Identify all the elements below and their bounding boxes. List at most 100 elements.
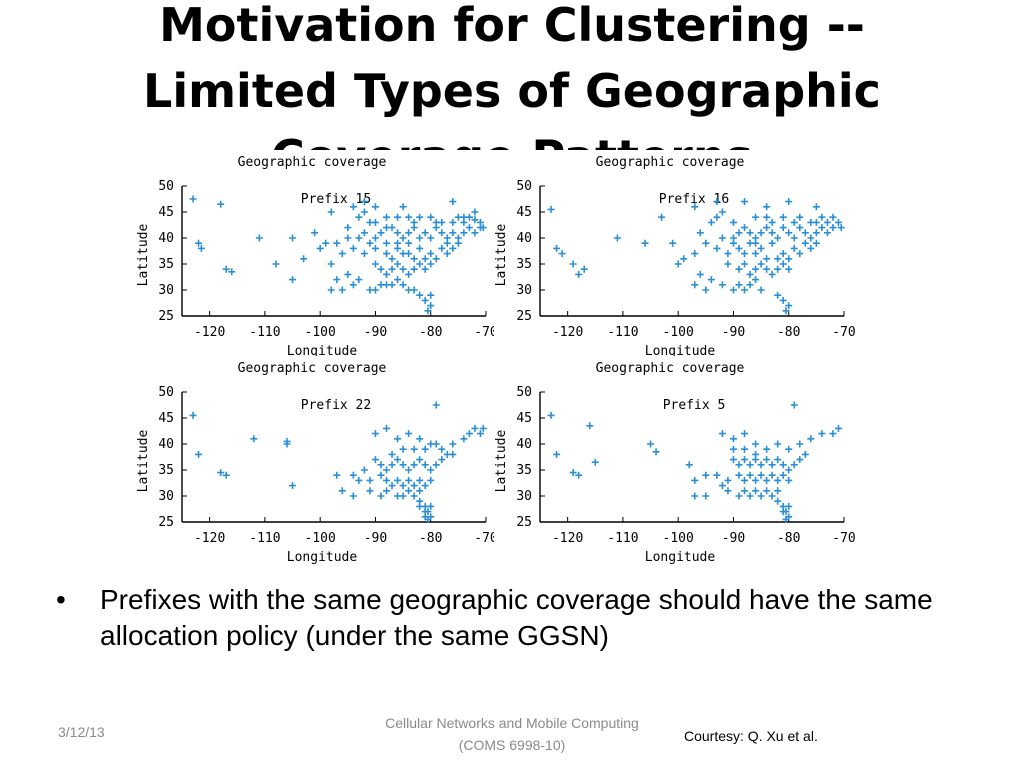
data-point <box>724 476 732 484</box>
y-tick-label: 30 <box>516 489 532 504</box>
data-point <box>785 255 793 263</box>
scatter-svg-0: Geographic coverage Prefix 15 25 30 35 40 45 50… <box>136 155 498 359</box>
data-point <box>416 213 424 221</box>
y-tick-label: 45 <box>516 205 532 220</box>
data-point <box>763 487 771 495</box>
x-tick-label: -80 <box>419 531 442 546</box>
data-point <box>427 302 435 310</box>
data-point <box>674 260 682 268</box>
data-point <box>416 234 424 242</box>
data-point <box>575 471 583 479</box>
data-point <box>752 239 760 247</box>
data-point <box>289 234 297 242</box>
data-point <box>344 224 352 232</box>
data-point <box>327 208 335 216</box>
y-tick-label: 40 <box>158 231 174 246</box>
data-point <box>399 234 407 242</box>
data-point <box>735 471 743 479</box>
data-point <box>829 224 837 232</box>
data-point <box>785 229 793 237</box>
data-point <box>779 296 787 304</box>
data-point <box>713 471 721 479</box>
y-axis-label: Latitude <box>136 430 151 493</box>
data-point <box>427 213 435 221</box>
data-point <box>735 281 743 289</box>
data-point <box>658 213 666 221</box>
scatter-plot-prefix-5: Geographic coverage Prefix 5 25 30 35 40 45 50 -… <box>494 356 856 566</box>
data-point <box>421 482 429 490</box>
data-point <box>338 250 346 258</box>
x-tick-label: -110 <box>607 325 638 340</box>
data-point <box>685 461 693 469</box>
data-point <box>449 218 457 226</box>
data-point <box>746 229 754 237</box>
x-tick-label: -100 <box>305 325 336 340</box>
scatter-plot-prefix-22: Geographic coverage Prefix 22 25 30 35 40 45 50… <box>136 356 498 566</box>
data-point <box>405 239 413 247</box>
data-point <box>416 260 424 268</box>
data-point <box>416 291 424 299</box>
data-point <box>360 208 368 216</box>
data-point <box>735 229 743 237</box>
data-point <box>763 476 771 484</box>
footer-course: Cellular Networks and Mobile Computing (… <box>364 712 660 756</box>
data-point <box>763 203 771 211</box>
data-point <box>818 430 826 438</box>
data-point <box>410 218 418 226</box>
data-point <box>405 250 413 258</box>
data-point <box>360 229 368 237</box>
data-point <box>366 487 374 495</box>
data-point <box>796 213 804 221</box>
data-point <box>377 492 385 500</box>
data-point <box>801 239 809 247</box>
y-tick-label: 50 <box>516 385 532 400</box>
data-point <box>371 260 379 268</box>
y-tick-label: 25 <box>516 515 532 530</box>
chart-title: Geographic coverage <box>596 361 745 376</box>
data-point <box>741 456 749 464</box>
x-tick-label: -100 <box>305 531 336 546</box>
data-point <box>338 487 346 495</box>
data-point <box>322 239 330 247</box>
data-point <box>427 291 435 299</box>
data-point <box>774 487 782 495</box>
data-point <box>785 466 793 474</box>
data-point <box>383 239 391 247</box>
data-point <box>702 239 710 247</box>
data-point <box>283 440 291 448</box>
data-point <box>652 448 660 456</box>
y-tick-label: 25 <box>516 309 532 324</box>
data-point <box>405 270 413 278</box>
data-point <box>438 445 446 453</box>
data-point <box>768 270 776 278</box>
data-point <box>289 276 297 284</box>
data-point <box>479 424 487 432</box>
data-point <box>680 255 688 263</box>
data-point <box>735 461 743 469</box>
data-point <box>366 286 374 294</box>
data-point <box>460 229 468 237</box>
data-point <box>394 456 402 464</box>
x-tick-label: -70 <box>474 325 497 340</box>
data-point <box>741 487 749 495</box>
data-point <box>394 229 402 237</box>
data-point <box>729 239 737 247</box>
data-point <box>774 476 782 484</box>
prefix-label: Prefix 15 <box>301 192 371 207</box>
data-point <box>580 265 588 273</box>
data-point <box>405 430 413 438</box>
data-point <box>383 213 391 221</box>
data-point <box>383 476 391 484</box>
data-point <box>547 205 555 213</box>
data-point <box>818 213 826 221</box>
data-point <box>465 213 473 221</box>
data-point <box>768 492 776 500</box>
data-point <box>424 515 432 523</box>
data-point <box>785 302 793 310</box>
x-tick-label: -110 <box>607 531 638 546</box>
data-point <box>763 445 771 453</box>
data-point <box>779 471 787 479</box>
y-tick-label: 45 <box>158 411 174 426</box>
footer-date: 3/12/13 <box>58 724 105 740</box>
